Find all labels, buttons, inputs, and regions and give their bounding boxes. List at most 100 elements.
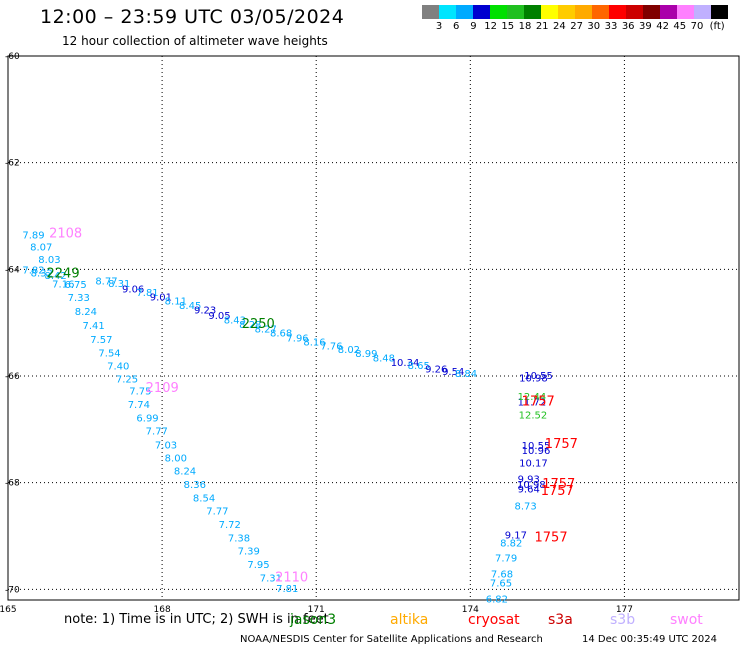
satellite-cryosat: cryosat [468, 612, 520, 628]
pass-time-label: 1757 [545, 437, 578, 452]
legend-swatch [592, 5, 609, 19]
wave-height-value: 7.82 [22, 266, 44, 277]
wave-height-value: 8.48 [373, 354, 395, 365]
wave-height-value: 7.81 [276, 584, 298, 595]
legend-swatch [575, 5, 592, 19]
pass-time-label: 2249 [47, 266, 80, 281]
wave-height-value: 7.31 [260, 573, 282, 584]
wave-height-value: 7.16 [52, 279, 74, 290]
wave-height-value: 8.03 [38, 255, 60, 266]
footer-note: note: 1) Time is in UTC; 2) SWH is in fe… [64, 612, 329, 627]
wave-height-value: 9.17 [505, 531, 527, 542]
legend-swatch [507, 5, 524, 19]
generated-timestamp: 14 Dec 00:35:49 UTC 2024 [582, 634, 717, 645]
wave-height-value: 8.45 [179, 301, 201, 312]
legend-swatch [711, 5, 728, 19]
pass-time-label: 2109 [146, 381, 179, 396]
legend-swatch [541, 5, 558, 19]
wave-height-value: 10.55 [522, 441, 551, 452]
wave-height-value: 9.23 [194, 306, 216, 317]
wave-height-value: 8.99 [355, 349, 377, 360]
map-title: 12:00 – 23:59 UTC 03/05/2024 [40, 6, 345, 28]
latitude-tick-label: -64 [5, 265, 20, 275]
longitude-tick-label: 168 [154, 605, 171, 615]
legend-swatch [660, 5, 677, 19]
legend-swatch [422, 5, 439, 19]
latitude-tick-label: -60 [5, 52, 20, 62]
wave-height-value: 7.95 [247, 560, 269, 571]
wave-height-value: 8.42 [44, 271, 66, 282]
wave-height-value: 7.96 [286, 333, 308, 344]
wave-height-value: 9.26 [425, 364, 447, 375]
wave-height-value: 8.77 [95, 276, 117, 287]
legend-tick-label: 12 [484, 21, 497, 32]
pass-time-label: 1757 [542, 477, 575, 492]
wave-height-value: 9.01 [150, 292, 172, 303]
legend-unit: (ft) [709, 21, 725, 32]
wave-height-value: 8.31 [108, 279, 130, 290]
wave-height-value: 9.64 [518, 484, 540, 495]
legend-swatch [694, 5, 711, 19]
legend-tick-label: 3 [435, 21, 443, 32]
wave-height-value: 8.43 [224, 316, 246, 327]
satellite-swot: swot [670, 612, 703, 628]
latitude-tick-label: -68 [5, 479, 20, 489]
wave-height-value: 7.57 [90, 335, 112, 346]
wave-height-value: 9.54 [442, 367, 464, 378]
wave-height-value: 8.32 [31, 268, 53, 279]
legend-swatch [439, 5, 456, 19]
wave-height-value: 8.02 [338, 345, 360, 356]
satellite-s3b: s3b [610, 612, 636, 628]
longitude-tick-label: 165 [0, 605, 17, 615]
wave-height-value: 7.33 [68, 293, 90, 304]
legend-swatch [490, 5, 507, 19]
wave-height-value: 8.00 [165, 453, 187, 464]
wave-height-value: 7.74 [128, 400, 150, 411]
legend-tick-label: 45 [673, 21, 687, 32]
legend-tick-label: 27 [570, 21, 583, 32]
wave-height-value: 8.65 [408, 361, 430, 372]
map-subtitle: 12 hour collection of altimeter wave hei… [62, 34, 328, 48]
pass-time-label: 2108 [49, 226, 82, 241]
legend-swatch [626, 5, 643, 19]
latitude-tick-label: -66 [5, 372, 20, 382]
satellite-s3a: s3a [548, 612, 573, 628]
wave-height-value: 10.98 [519, 373, 548, 384]
legend-tick-label: 6 [453, 21, 460, 32]
pass-time-label: 1757 [535, 530, 568, 545]
wave-height-value: 10.55 [524, 371, 553, 382]
wave-height-value: 7.65 [490, 579, 512, 590]
latitude-tick-label: -70 [5, 585, 20, 595]
color-legend: 3 6 9 12 15 18 21 24 27 30 33 36 39 42 45 70 (ft) [422, 5, 728, 33]
wave-height-value: 7.77 [146, 427, 168, 438]
wave-height-value: 9.05 [208, 311, 230, 322]
wave-height-value: 8.07 [30, 243, 52, 254]
latitude-tick-label: -62 [5, 159, 20, 169]
legend-tick-label: 70 [690, 21, 704, 32]
legend-tick-label: 9 [470, 21, 477, 32]
wave-height-value: 10.34 [391, 358, 420, 369]
wave-height-value: 8.84 [455, 369, 477, 380]
wave-height-value: 7.79 [495, 554, 517, 565]
wave-height-value: 7.25 [116, 374, 138, 385]
wave-height-value: 7.41 [82, 321, 104, 332]
longitude-tick-label: 174 [462, 605, 479, 615]
legend-tick-label: 39 [639, 21, 652, 32]
wave-height-value: 7.76 [320, 341, 342, 352]
longitude-tick-label: 171 [308, 605, 325, 615]
wave-height-value: 7.68 [491, 570, 513, 581]
wave-height-value: 7.72 [219, 520, 241, 531]
legend-tick-label: 24 [553, 21, 566, 32]
wave-height-value: 8.68 [270, 329, 292, 340]
wave-height-value: 7.89 [22, 230, 44, 241]
wave-height-value: 10.96 [522, 446, 551, 457]
legend-labels: 3 6 9 12 15 18 21 24 27 30 33 36 39 42 45 70 (ft) [422, 19, 728, 33]
wave-height-value: 8.73 [514, 501, 536, 512]
wave-height-value: 9.06 [122, 284, 144, 295]
wave-height-value: 8.54 [193, 493, 215, 504]
wave-height-value: 8.28 [239, 320, 261, 331]
wave-height-value: 7.38 [228, 533, 250, 544]
satellite-jason3: jason3 [290, 612, 337, 628]
wave-height-value: 7.40 [107, 362, 129, 373]
